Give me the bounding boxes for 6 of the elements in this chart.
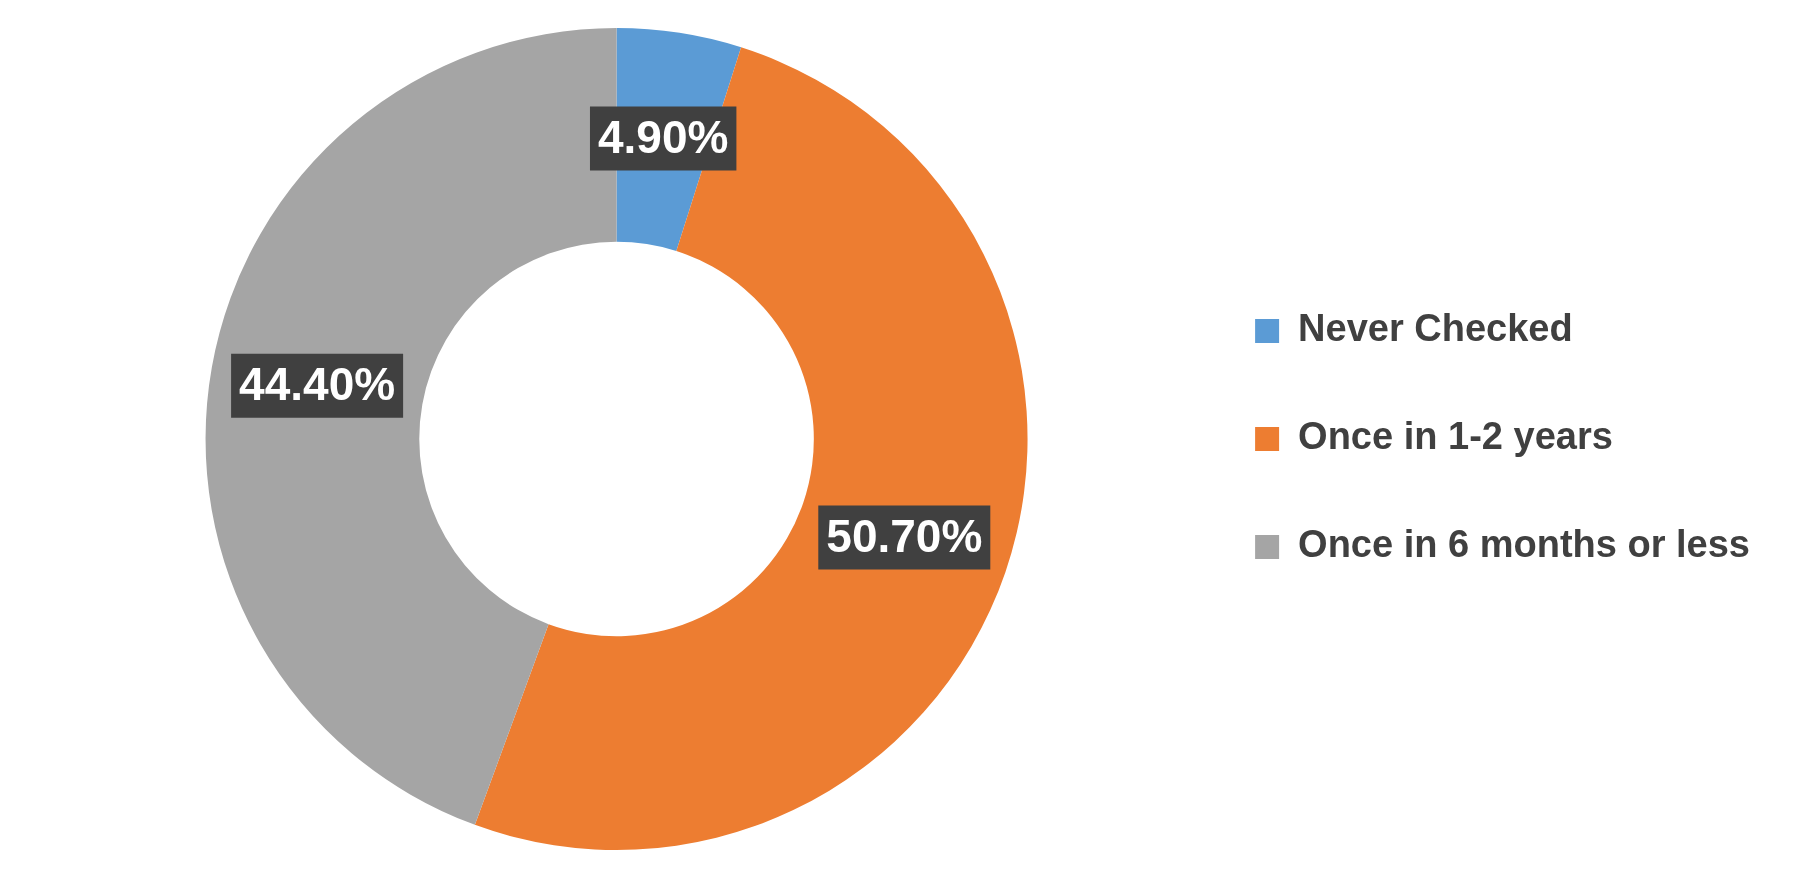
legend-label: Once in 1-2 years: [1298, 415, 1613, 458]
legend-label: Once in 6 months or less: [1298, 523, 1751, 566]
data-label: 44.40%: [239, 358, 396, 411]
data-label: 50.70%: [826, 510, 983, 563]
data-label: 4.90%: [597, 111, 729, 164]
legend-label: Never Checked: [1298, 307, 1573, 350]
